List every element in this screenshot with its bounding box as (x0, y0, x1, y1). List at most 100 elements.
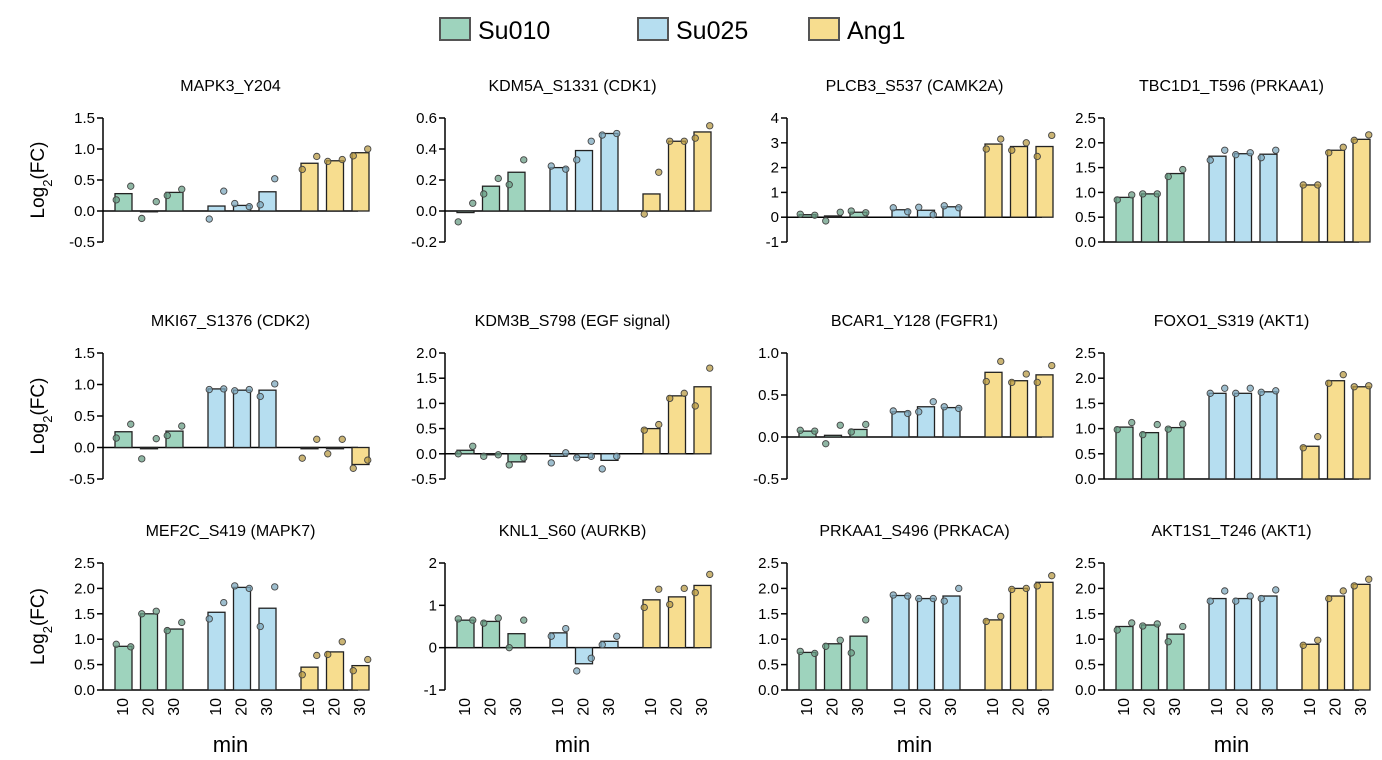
data-point (573, 454, 581, 462)
x-tick-label: 10 (799, 698, 816, 716)
data-point (245, 385, 253, 394)
bar-su025 (574, 149, 594, 212)
data-point (494, 451, 502, 459)
bar-ang1 (693, 584, 712, 649)
panel-7: BCAR1_Y128 (FGFR1) -0.5 0.0 0.5 1.0 (753, 313, 1056, 488)
bar-su025 (207, 611, 226, 691)
panel-title: BCAR1_Y128 (FGFR1) (831, 313, 998, 330)
data-point (454, 615, 462, 623)
panel-title: FOXO1_S319 (AKT1) (1154, 313, 1310, 330)
data-point (613, 452, 621, 460)
data-point (1128, 619, 1136, 627)
bar-ang1 (984, 619, 1003, 691)
bar-ang1 (1301, 184, 1320, 243)
data-point (1179, 165, 1187, 174)
data-point (1314, 181, 1322, 189)
y-tick-label: 0.4 (416, 141, 437, 158)
bar-su010 (165, 628, 184, 691)
data-point (1350, 136, 1358, 144)
data-point (1339, 587, 1347, 595)
y-axis-label: Log2(FC) (28, 378, 55, 455)
data-point (1299, 444, 1307, 452)
bar-ang1 (1301, 445, 1320, 480)
x-tick-label: 20 (918, 698, 935, 716)
y-tick-label: 2.0 (1075, 370, 1096, 387)
data-point (256, 392, 264, 401)
data-point (469, 199, 477, 207)
data-point (1221, 587, 1229, 595)
bar-su025 (891, 411, 910, 438)
bar-su010 (507, 171, 526, 212)
data-point (862, 420, 870, 429)
panel-6: KDM3B_S798 (EGF signal) -0.5 0.0 0.5 1.0 1.5 2… (411, 313, 714, 488)
legend-item-ang1: Ang1 (808, 17, 905, 45)
y-tick-label: 0.5 (1075, 209, 1096, 226)
panel-1: MAPK3_Y204 -0.5 0.0 0.5 1.0 1.5 Log2(FC) (28, 78, 372, 251)
data-point (271, 175, 279, 183)
data-point (205, 215, 213, 223)
data-point (1232, 597, 1240, 605)
x-tick-label: 30 (1167, 698, 1184, 716)
data-point (1365, 131, 1373, 139)
data-point (313, 651, 321, 660)
panel-title: MAPK3_Y204 (180, 78, 281, 95)
x-tick-label: 20 (234, 698, 251, 716)
data-point (836, 421, 844, 429)
bar-su010 (139, 613, 159, 691)
x-tick-label: 20 (141, 698, 158, 716)
x-tick-label: 10 (985, 698, 1002, 716)
data-point (811, 211, 819, 219)
y-tick-label: 0.5 (758, 387, 779, 404)
data-point (271, 583, 279, 591)
x-tick-label: 10 (1302, 698, 1319, 716)
data-point (152, 607, 160, 615)
y-tick-label: 1.0 (74, 377, 95, 394)
data-point (929, 398, 937, 406)
x-tick-label: 10 (457, 698, 474, 716)
data-point (338, 435, 346, 443)
y-tick-label: 2.5 (1075, 110, 1096, 127)
bar-su010 (1115, 426, 1134, 480)
data-point (889, 591, 897, 599)
data-point (904, 409, 912, 418)
data-point (929, 594, 937, 603)
y-tick-label: 0.0 (74, 440, 95, 457)
bar-ang1 (1035, 374, 1054, 438)
bar-su025 (1208, 597, 1227, 691)
bar-ang1 (325, 160, 345, 212)
y-tick-label: 1 (429, 597, 437, 614)
data-point (1350, 383, 1358, 391)
data-point (505, 180, 513, 189)
data-point (1221, 384, 1229, 392)
data-point (822, 217, 830, 225)
bar-su025 (1259, 391, 1278, 480)
data-point (1033, 152, 1041, 161)
data-point (997, 612, 1005, 620)
y-tick-label: 1.5 (416, 370, 437, 387)
bar-ang1 (1352, 138, 1371, 243)
y-tick-label: 2.0 (1075, 135, 1096, 152)
data-point (836, 208, 844, 216)
data-point (929, 211, 937, 219)
data-point (1325, 594, 1333, 603)
bar-su025 (1233, 392, 1253, 480)
data-point (640, 603, 648, 612)
data-point (1033, 378, 1041, 387)
data-point (1048, 361, 1056, 370)
data-point (1232, 151, 1240, 159)
data-point (298, 454, 306, 462)
data-point (1339, 371, 1347, 379)
data-point (796, 647, 804, 656)
data-point (915, 594, 923, 603)
panel-title: TBC1D1_T596 (PRKAA1) (1139, 78, 1324, 95)
y-tick-label: 1 (771, 184, 779, 201)
data-point (587, 137, 595, 145)
y-tick-label: 1.5 (1075, 395, 1096, 412)
y-tick-label: 0.5 (1075, 446, 1096, 463)
data-point (982, 377, 990, 386)
data-point (1314, 433, 1322, 441)
data-point (152, 198, 160, 206)
y-tick-label: 2 (771, 160, 779, 177)
bar-ang1 (642, 427, 661, 455)
bar-su010 (1115, 625, 1134, 691)
